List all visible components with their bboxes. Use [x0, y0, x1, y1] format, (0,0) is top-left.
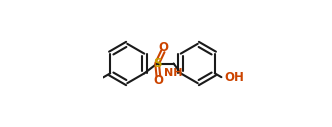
Text: OH: OH [224, 71, 244, 84]
Text: S: S [153, 57, 161, 70]
Text: NH: NH [164, 68, 183, 78]
Text: O: O [158, 41, 168, 54]
Text: O: O [153, 74, 163, 87]
